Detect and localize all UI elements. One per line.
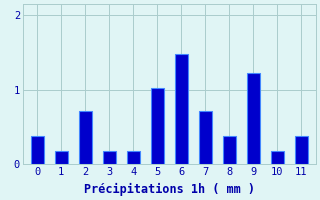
X-axis label: Précipitations 1h ( mm ): Précipitations 1h ( mm ) — [84, 183, 255, 196]
Bar — [31, 136, 44, 164]
Bar — [199, 111, 212, 164]
Bar — [175, 54, 188, 164]
Bar — [55, 151, 68, 164]
Bar — [151, 88, 164, 164]
Bar — [295, 136, 308, 164]
Bar — [103, 151, 116, 164]
Bar — [247, 73, 260, 164]
Bar — [223, 136, 236, 164]
Bar — [79, 111, 92, 164]
Bar — [127, 151, 140, 164]
Bar — [271, 151, 284, 164]
